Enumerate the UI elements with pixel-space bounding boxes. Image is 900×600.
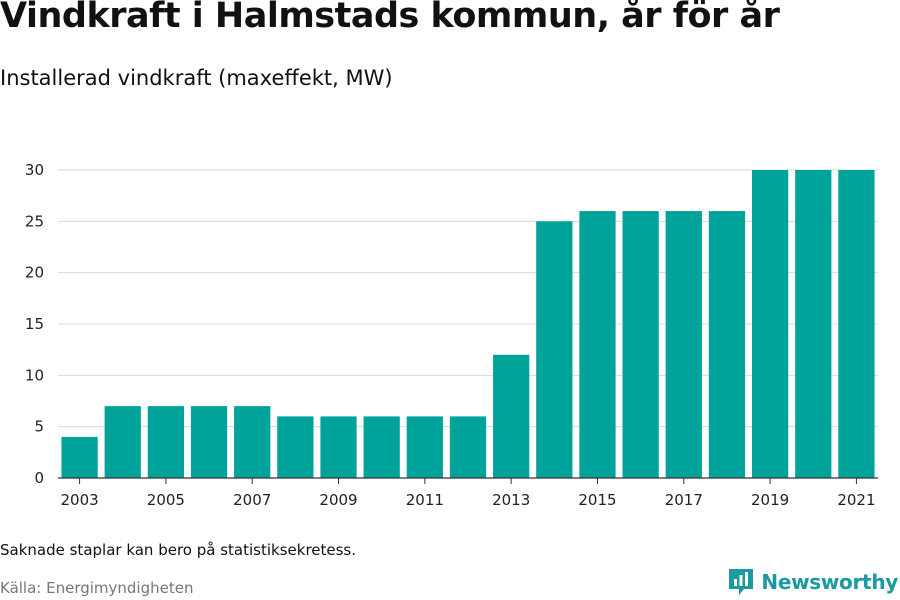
bar xyxy=(449,416,487,478)
bar xyxy=(708,211,746,479)
y-tick-label: 0 xyxy=(34,469,44,487)
x-tick-label: 2007 xyxy=(233,491,271,509)
x-tick-label: 2013 xyxy=(492,491,530,509)
x-tick-label: 2005 xyxy=(147,491,185,509)
bar-chart: 0 5 10 15 20 25 30 2003 2005 2007 2009 2011 2013 2015… xyxy=(25,161,878,509)
bar xyxy=(493,354,530,478)
bar xyxy=(320,416,357,478)
bar xyxy=(61,436,98,478)
footnote: Saknade staplar kan bero på statistiksek… xyxy=(0,541,357,559)
x-tick-label: 2021 xyxy=(837,491,875,509)
bar xyxy=(104,406,141,478)
page-title: Vindkraft i Halmstads kommun, år för år xyxy=(0,0,780,36)
bar xyxy=(234,406,271,478)
bar-chart-logo-icon xyxy=(729,569,754,595)
brand-name: Newsworthy xyxy=(761,570,898,594)
bar xyxy=(795,170,832,478)
y-tick-label: 15 xyxy=(25,315,44,333)
bars xyxy=(61,170,875,479)
bar xyxy=(751,170,789,478)
bar xyxy=(406,416,443,478)
bar xyxy=(579,211,616,479)
axes: 0 5 10 15 20 25 30 2003 2005 2007 2009 2011 2013 2015… xyxy=(25,161,878,509)
bar xyxy=(277,416,314,478)
x-tick-label: 2015 xyxy=(578,491,616,509)
bar xyxy=(665,211,702,479)
y-tick-label: 20 xyxy=(25,264,44,282)
source-text: Källa: Energimyndigheten xyxy=(0,579,194,597)
y-tick-label: 10 xyxy=(25,366,44,384)
x-tick-label: 2019 xyxy=(751,491,789,509)
y-tick-label: 5 xyxy=(34,418,44,436)
bar xyxy=(190,406,228,478)
x-tick-label: 2009 xyxy=(319,491,357,509)
bar xyxy=(622,211,659,479)
brand-logo[interactable]: Newsworthy xyxy=(727,567,898,597)
bar xyxy=(363,416,400,478)
bar xyxy=(147,406,185,478)
bar xyxy=(838,170,875,478)
x-tick-label: 2003 xyxy=(60,491,98,509)
y-tick-label: 25 xyxy=(25,212,44,230)
y-tick-label: 30 xyxy=(25,161,44,179)
chart-subtitle: Installerad vindkraft (maxeffekt, MW) xyxy=(0,66,393,90)
x-tick-label: 2017 xyxy=(665,491,703,509)
x-tick-label: 2011 xyxy=(406,491,444,509)
bar xyxy=(536,221,573,478)
